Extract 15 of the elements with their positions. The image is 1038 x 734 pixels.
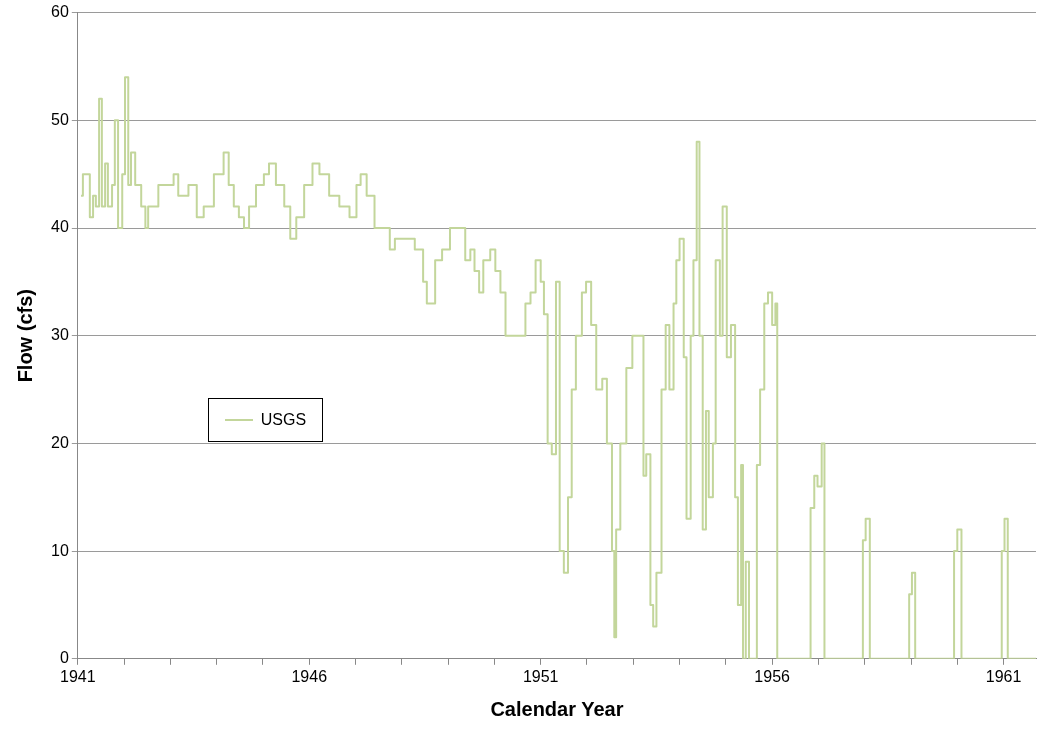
x-tick-label: 1961: [985, 667, 1022, 685]
x-tick-label: 1946: [291, 667, 328, 685]
y-tick-label: 40: [51, 218, 69, 236]
y-tick-label: 20: [51, 433, 69, 451]
y-tick-label: 30: [51, 326, 69, 344]
x-tick-label: 1951: [522, 667, 559, 685]
legend-label: USGS: [260, 410, 307, 429]
y-tick-label: 0: [59, 649, 69, 667]
y-axis-title: Flow (cfs): [13, 289, 36, 383]
x-tick-label: 1941: [60, 667, 96, 685]
y-tick-label: 50: [51, 110, 69, 128]
x-axis-title: Calendar Year: [490, 697, 624, 720]
y-tick-label: 60: [51, 3, 69, 21]
x-tick-label: 1956: [754, 667, 791, 685]
y-tick-label: 10: [51, 541, 69, 559]
